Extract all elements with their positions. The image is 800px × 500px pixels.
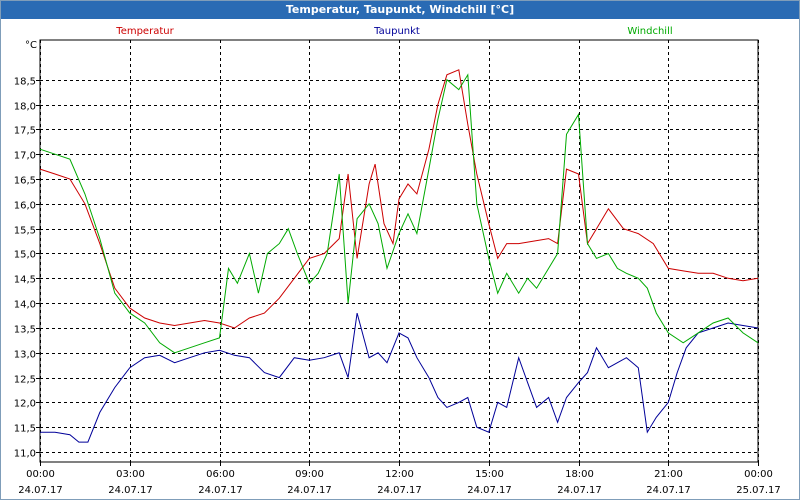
x-tick-time: 09:00 — [295, 469, 324, 480]
x-tick-time: 00:00 — [744, 469, 773, 480]
legend-temperatur: Temperatur — [115, 26, 174, 37]
y-tick-label: 12,0 — [14, 399, 36, 410]
y-tick-label: 11,0 — [14, 449, 36, 460]
y-tick-label: 17,5 — [14, 126, 36, 137]
window-title: Temperatur, Taupunkt, Windchill [°C] — [1, 1, 799, 19]
y-tick-label: 14,5 — [14, 275, 36, 286]
x-tick-time: 00:00 — [26, 469, 55, 480]
x-tick-date: 25.07.17 — [736, 485, 781, 496]
x-tick-time: 12:00 — [385, 469, 414, 480]
x-tick-time: 15:00 — [475, 469, 504, 480]
x-tick-date: 24.07.17 — [646, 485, 691, 496]
series-line-taupunkt — [40, 312, 759, 443]
y-axis-unit-label: °C — [25, 40, 37, 51]
x-tick-time: 18:00 — [565, 469, 594, 480]
x-tick-date: 24.07.17 — [467, 485, 512, 496]
y-tick-label: 16,0 — [14, 201, 36, 212]
y-tick-label: 13,0 — [14, 350, 36, 361]
x-tick-date: 24.07.17 — [108, 485, 153, 496]
x-tick-date: 24.07.17 — [18, 485, 63, 496]
y-tick-label: 13,5 — [14, 325, 36, 336]
x-tick-time: 06:00 — [206, 469, 235, 480]
x-tick-time: 03:00 — [116, 469, 145, 480]
y-tick-label: 12,5 — [14, 375, 36, 386]
y-tick-label: 14,0 — [14, 300, 36, 311]
y-tick-label: 11,5 — [14, 424, 36, 435]
x-tick-date: 24.07.17 — [377, 485, 422, 496]
y-tick-label: 15,0 — [14, 250, 36, 261]
series-line-windchill — [39, 73, 759, 354]
y-tick-label: 18,0 — [14, 102, 36, 113]
x-tick-time: 21:00 — [654, 469, 683, 480]
x-tick-date: 24.07.17 — [198, 485, 243, 496]
x-tick-date: 24.07.17 — [557, 485, 602, 496]
series-line-temperatur — [39, 69, 759, 329]
y-tick-label: 16,5 — [14, 176, 36, 187]
y-tick-label: 18,5 — [14, 77, 36, 88]
y-tick-label: 17,0 — [14, 151, 36, 162]
legend-taupunkt: Taupunkt — [373, 26, 420, 37]
legend-windchill: Windchill — [627, 26, 672, 37]
y-tick-label: 15,5 — [14, 226, 36, 237]
x-tick-date: 24.07.17 — [287, 485, 332, 496]
